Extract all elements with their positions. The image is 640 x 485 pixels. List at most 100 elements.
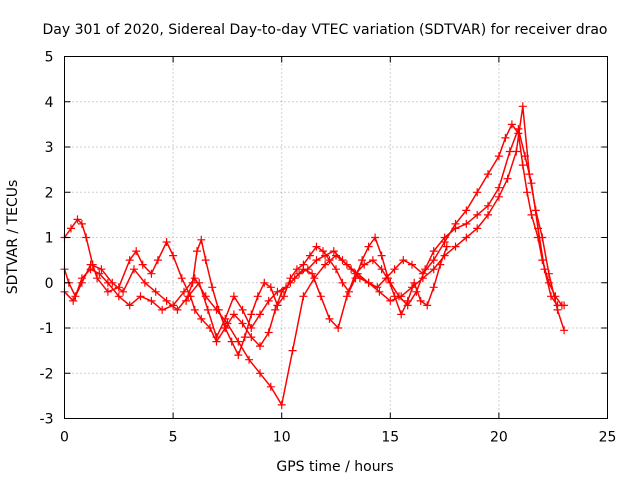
series-track-3 [60, 124, 569, 342]
data-point [162, 238, 171, 246]
data-point [386, 296, 395, 305]
data-point [182, 296, 191, 305]
data-point [321, 260, 330, 269]
data-point [138, 260, 147, 269]
data-point [206, 324, 214, 332]
data-point [364, 278, 373, 287]
data-point [375, 287, 384, 296]
data-point [473, 224, 482, 233]
data-point [305, 251, 314, 260]
data-point [514, 124, 523, 133]
data-point [399, 256, 408, 265]
data-point [429, 247, 438, 256]
data-point [408, 260, 416, 269]
data-point [201, 256, 210, 265]
data-point [518, 102, 527, 111]
data-point [416, 296, 425, 305]
data-point [173, 305, 182, 314]
data-point [440, 233, 449, 242]
data-point [518, 161, 527, 170]
data-point [540, 265, 549, 274]
data-point [229, 292, 238, 301]
data-point [505, 147, 514, 156]
x-tick-labels: 0 5 10 15 20 25 [60, 430, 616, 446]
data-point [256, 342, 264, 351]
data-point [364, 242, 373, 251]
x-tick-label: 20 [490, 430, 508, 446]
data-point [316, 292, 325, 301]
data-point [151, 287, 160, 296]
data-point [410, 278, 419, 287]
data-point [286, 274, 295, 283]
data-point [390, 292, 399, 301]
data-point [193, 247, 201, 256]
data-point [93, 274, 102, 283]
data-point [332, 265, 340, 274]
data-point [560, 326, 569, 335]
data-point [223, 319, 232, 328]
data-point [451, 242, 460, 251]
data-point [403, 296, 412, 305]
data-point [203, 305, 212, 314]
data-point [484, 210, 492, 219]
data-point [429, 283, 438, 292]
data-point [384, 274, 393, 283]
data-point [132, 247, 141, 256]
data-point [140, 278, 149, 287]
data-point [560, 301, 569, 310]
data-point [253, 292, 262, 301]
data-point [214, 305, 223, 314]
data-point [147, 269, 156, 278]
data-point [325, 256, 334, 265]
data-point [240, 333, 249, 342]
data-point [277, 400, 286, 409]
data-point [247, 310, 256, 319]
data-point [484, 201, 492, 210]
y-tick-label: 1 [45, 231, 54, 247]
data-point [494, 152, 503, 161]
data-point [503, 174, 512, 183]
data-point [86, 260, 95, 269]
x-tick-label: 0 [60, 430, 69, 446]
data-point [271, 305, 280, 314]
y-tick-label: -2 [40, 366, 54, 382]
data-point [312, 242, 321, 251]
data-point [308, 269, 317, 278]
series-line [63, 128, 565, 338]
data-point [238, 305, 247, 314]
data-point [197, 314, 206, 323]
series-layer [60, 102, 569, 409]
data-point [494, 192, 503, 201]
data-point [332, 251, 340, 260]
grid [64, 56, 608, 419]
data-point [190, 305, 199, 314]
data-point [288, 346, 297, 355]
data-point [462, 206, 471, 215]
data-point [227, 337, 236, 346]
data-point [377, 265, 386, 274]
data-point [125, 301, 134, 310]
x-axis-label: GPS time / hours [276, 459, 393, 475]
data-point [462, 233, 471, 242]
y-tick-label: 5 [45, 50, 54, 66]
data-point [114, 292, 123, 301]
data-point [299, 260, 308, 269]
data-point [358, 256, 367, 265]
data-point [119, 287, 128, 296]
data-point [67, 224, 75, 233]
data-point [273, 287, 282, 296]
ticks [64, 56, 608, 419]
data-point [494, 183, 503, 192]
data-point [103, 287, 112, 296]
data-point [534, 224, 542, 233]
data-point [377, 251, 386, 260]
data-point [342, 292, 351, 301]
data-point [221, 324, 230, 332]
data-point [371, 233, 380, 242]
data-point [390, 265, 399, 274]
data-point [162, 296, 171, 305]
plot-frame [64, 56, 608, 419]
x-tick-label: 10 [273, 430, 291, 446]
y-tick-label: -1 [40, 321, 54, 337]
